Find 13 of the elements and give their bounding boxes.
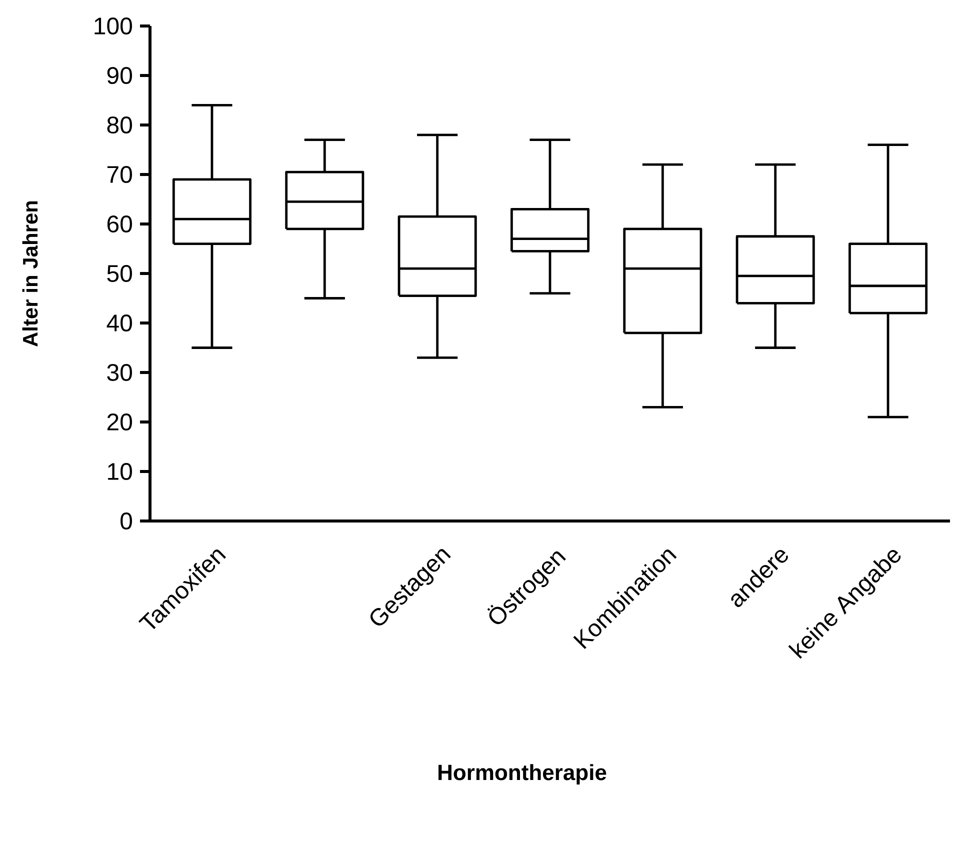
- y-tick-label: 70: [107, 166, 132, 183]
- y-axis-title: Alter in Jahren: [22, 201, 38, 346]
- y-tick-label: 80: [107, 116, 132, 134]
- x-axis-title: Hormontherapie: [438, 764, 606, 785]
- y-tick-label: 10: [108, 463, 132, 480]
- y-tick-label: 50: [107, 265, 132, 282]
- y-tick-label: 60: [107, 216, 132, 232]
- y-tick-label: 100: [94, 18, 132, 34]
- y-tick-label: 0: [120, 512, 132, 530]
- y-tick-label: 30: [107, 364, 132, 381]
- y-tick-label: 40: [106, 314, 132, 332]
- y-tick-label: 90: [107, 67, 132, 84]
- y-tick-label: 20: [107, 414, 132, 430]
